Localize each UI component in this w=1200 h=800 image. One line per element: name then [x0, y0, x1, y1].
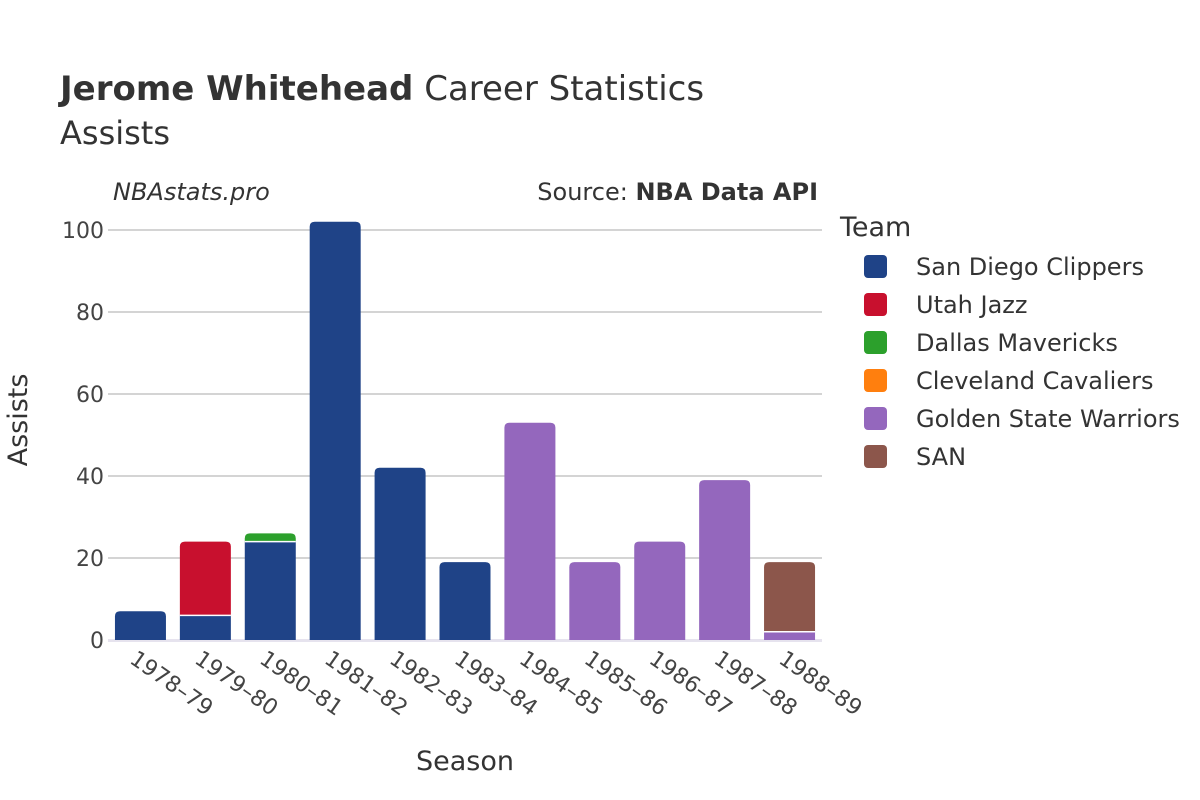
watermark: NBAstats.pro [113, 178, 270, 206]
source-name: NBA Data API [635, 178, 818, 206]
legend: San Diego Clippers Utah Jazz Dallas Maveri… [864, 253, 1180, 471]
chart-title-rest: Career Statistics [413, 69, 704, 109]
bars [114, 221, 816, 641]
y-axis-title: Assists [3, 374, 34, 467]
legend-label: Dallas Mavericks [916, 329, 1118, 357]
legend-label: Cleveland Cavaliers [916, 367, 1153, 395]
bar-segment [634, 541, 686, 640]
y-tick-label: 60 [76, 383, 104, 408]
bar-segment [244, 541, 296, 640]
y-tick-label: 100 [62, 219, 104, 244]
legend-swatch [864, 331, 887, 354]
chart-subtitle: Assists [60, 114, 170, 152]
legend-label: San Diego Clippers [916, 253, 1144, 281]
bar-segment [764, 631, 816, 640]
y-axis-ticks: 0 20 40 60 80 100 [62, 219, 104, 654]
bar-segment [699, 480, 751, 640]
bar-segment [114, 611, 166, 640]
bar-segment [764, 562, 816, 632]
source-label: Source: [537, 178, 635, 206]
chart-title-name: Jerome Whitehead [58, 69, 413, 109]
y-tick-label: 40 [76, 465, 104, 490]
legend-swatch [864, 407, 887, 430]
bar-segment [244, 533, 296, 542]
legend-label: SAN [916, 443, 966, 471]
legend-swatch [864, 293, 887, 316]
source-credit: Source: NBA Data API [537, 178, 818, 206]
x-axis-title: Season [416, 746, 514, 777]
gridlines [108, 229, 822, 642]
y-tick-label: 20 [76, 547, 104, 572]
legend-label: Utah Jazz [916, 291, 1028, 319]
legend-swatch [864, 369, 887, 392]
bar-segment [179, 615, 231, 640]
y-tick-label: 80 [76, 301, 104, 326]
bar-segment [179, 541, 231, 616]
legend-swatch [864, 445, 887, 468]
bar-segment [439, 562, 491, 640]
legend-swatch [864, 255, 887, 278]
bar-segment [569, 562, 621, 640]
legend-title: Team [839, 212, 911, 243]
legend-label: Golden State Warriors [916, 405, 1180, 433]
bar-segment [504, 422, 556, 640]
chart-title: Jerome Whitehead Career Statistics [58, 69, 704, 109]
y-tick-label: 0 [90, 629, 104, 654]
x-axis-ticks: 1978–791979–801980–811981–821982–831983–… [125, 646, 866, 721]
bar-segment [374, 467, 426, 640]
bar-segment [309, 221, 361, 641]
